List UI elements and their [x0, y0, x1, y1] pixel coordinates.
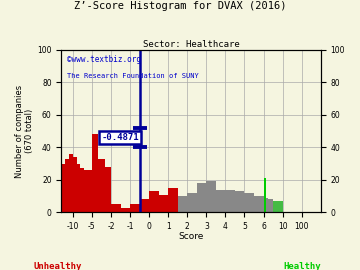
Bar: [273, 201, 278, 212]
Bar: [73, 157, 77, 212]
Bar: [178, 196, 187, 212]
Text: Unhealthy: Unhealthy: [33, 262, 82, 270]
Bar: [77, 164, 81, 212]
Bar: [264, 198, 268, 212]
Bar: [187, 193, 197, 212]
Bar: [130, 204, 140, 212]
Text: Healthy: Healthy: [284, 262, 321, 270]
Bar: [264, 178, 266, 212]
Bar: [62, 164, 65, 212]
Text: -0.4871: -0.4871: [101, 133, 139, 142]
X-axis label: Score: Score: [179, 232, 204, 241]
Bar: [197, 183, 206, 212]
Bar: [105, 167, 111, 212]
Bar: [81, 168, 84, 212]
Bar: [254, 196, 264, 212]
Text: ©www.textbiz.org: ©www.textbiz.org: [67, 55, 141, 64]
Bar: [149, 191, 159, 212]
Text: The Research Foundation of SUNY: The Research Foundation of SUNY: [67, 73, 198, 79]
Bar: [98, 159, 105, 212]
Bar: [65, 159, 69, 212]
Bar: [278, 201, 283, 212]
Bar: [92, 134, 98, 212]
Bar: [268, 199, 273, 212]
Bar: [168, 188, 178, 212]
Bar: [216, 190, 225, 212]
Bar: [111, 204, 121, 212]
Y-axis label: Number of companies
(670 total): Number of companies (670 total): [15, 85, 35, 178]
Title: Sector: Healthcare: Sector: Healthcare: [143, 40, 239, 49]
Bar: [140, 199, 149, 212]
Bar: [88, 170, 92, 212]
Bar: [244, 193, 254, 212]
Bar: [69, 154, 73, 212]
Bar: [206, 181, 216, 212]
Bar: [225, 190, 235, 212]
Bar: [235, 191, 244, 212]
Text: Z’-Score Histogram for DVAX (2016): Z’-Score Histogram for DVAX (2016): [74, 1, 286, 11]
Bar: [84, 170, 88, 212]
Bar: [121, 208, 130, 212]
Bar: [159, 194, 168, 212]
